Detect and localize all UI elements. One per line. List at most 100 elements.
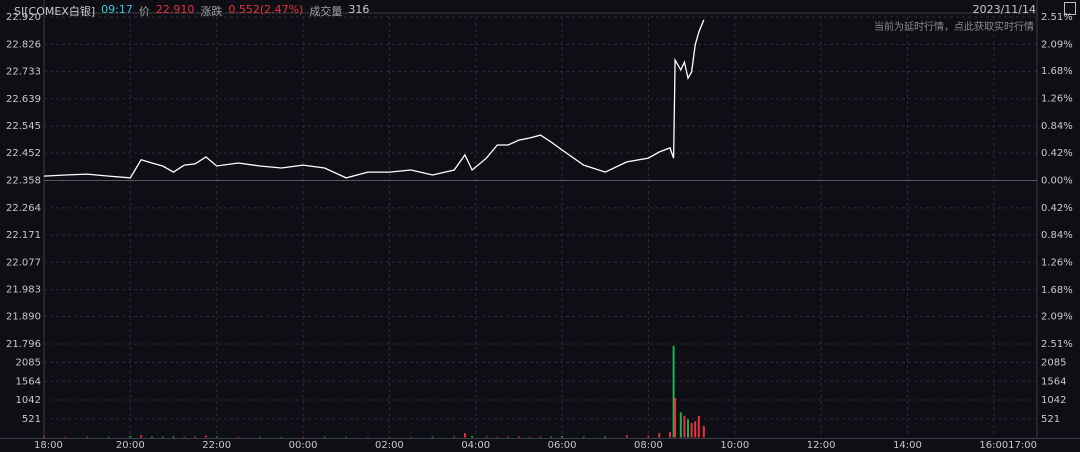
volume-bar: [697, 415, 700, 438]
volume-bar: [194, 436, 197, 438]
y-tick-label: 21.983: [6, 285, 41, 296]
price-line: [43, 19, 705, 179]
volume-bar: [453, 436, 456, 438]
volume-bar: [258, 436, 261, 438]
y2-tick-label: 1.26%: [1041, 258, 1073, 269]
x-tick-label: 08:00: [634, 440, 663, 451]
y2-tick-label: 2.09%: [1041, 312, 1073, 323]
volume-bar: [366, 436, 369, 438]
volume-bar: [517, 436, 520, 438]
y-tick-label: 21.796: [6, 339, 41, 350]
change: 0.552(2.47%): [228, 3, 304, 16]
volume-bar: [690, 423, 693, 438]
y2-tick-label: 1.26%: [1041, 93, 1073, 104]
volume-bar: [86, 436, 89, 438]
volume-bar: [183, 436, 186, 438]
y2-tick-label: 1.68%: [1041, 66, 1073, 77]
volume-bar: [672, 345, 675, 438]
volume-bar: [345, 436, 348, 438]
y-tick-label: 22.264: [6, 203, 41, 214]
y-tick-label: 22.733: [6, 66, 41, 77]
volume-bar: [161, 436, 164, 438]
x-tick-label: 12:00: [807, 440, 836, 451]
change-label: 涨跌: [200, 5, 223, 18]
y2-tick-label: 2.51%: [1041, 12, 1073, 23]
price: 22.910: [155, 3, 195, 16]
volume-tick-label: 521: [1041, 414, 1060, 425]
price-label: 价: [138, 5, 150, 18]
volume-bar: [388, 436, 391, 438]
volume-tick-label: 521: [22, 414, 41, 425]
panel-icon[interactable]: [1064, 2, 1076, 15]
volume-bar: [550, 436, 553, 438]
y2-tick-label: 0.42%: [1041, 203, 1073, 214]
y-tick-label: 22.077: [6, 257, 41, 268]
y-tick-label: 22.171: [6, 230, 41, 241]
volume-bar: [647, 435, 650, 438]
volume-bar: [64, 436, 67, 438]
volume-tick-label: 1564: [16, 376, 41, 387]
volume-bar: [485, 436, 488, 438]
y2-tick-label: 0.42%: [1041, 148, 1073, 159]
volume-bar: [129, 436, 132, 438]
volume-bar: [561, 436, 564, 438]
y-tick-label: 21.890: [6, 312, 41, 323]
volume-bar: [674, 397, 677, 438]
volume-bar: [702, 426, 705, 438]
x-tick-label: 02:00: [375, 440, 404, 451]
volume-bar: [323, 436, 326, 438]
volume-tick-label: 1042: [1041, 395, 1066, 406]
x-tick-label: 10:00: [720, 440, 749, 451]
volume-bar: [215, 436, 218, 438]
y-tick-label: 22.826: [6, 39, 41, 50]
symbol: SI[COMEX白银]: [14, 5, 96, 18]
y-tick-label: 22.358: [6, 176, 41, 187]
volume-bar: [431, 436, 434, 438]
volume-bar: [280, 436, 283, 438]
volume-bar: [204, 435, 207, 438]
y2-tick-label: 0.84%: [1041, 121, 1073, 132]
y-tick-label: 22.639: [6, 94, 41, 105]
notice[interactable]: 当前为延时行情，点此获取实时行情: [874, 22, 1034, 33]
volume: 316: [348, 3, 370, 16]
volume-bar: [669, 432, 672, 438]
y2-tick-label: 2.51%: [1041, 339, 1073, 350]
volume-bar: [471, 436, 474, 438]
x-tick-label: 18:00: [34, 440, 63, 451]
x-tick-label: 06:00: [548, 440, 577, 451]
volume-bar: [107, 436, 110, 438]
volume-label: 成交量: [309, 5, 343, 18]
volume-bar: [625, 435, 628, 438]
x-tick-label: 16:00: [979, 440, 1008, 451]
volume-tick-label: 2085: [1041, 358, 1066, 369]
y2-tick-label: 0.00%: [1041, 176, 1073, 187]
volume-bar: [658, 433, 661, 438]
x-tick-label: 17:00: [1008, 440, 1037, 451]
header: SI[COMEX白银] 09:17 价 22.910 涨跌 0.552(2.47…: [14, 3, 369, 19]
volume-bar: [683, 415, 686, 438]
volume-bar: [694, 421, 697, 438]
volume-tick-label: 1564: [1041, 376, 1066, 387]
volume-bar: [528, 436, 531, 438]
time: 09:17: [101, 3, 133, 16]
volume-bar: [687, 419, 690, 438]
volume-bar: [172, 436, 175, 438]
x-tick-label: 04:00: [461, 440, 490, 451]
volume-bar: [496, 436, 499, 438]
volume-bar: [302, 436, 305, 438]
volume-bar: [150, 436, 153, 438]
x-tick-label: 22:00: [202, 440, 231, 451]
volume-bar: [679, 412, 682, 438]
y2-tick-label: 0.84%: [1041, 230, 1073, 241]
volume-bar: [463, 433, 466, 438]
y2-tick-label: 2.09%: [1041, 39, 1073, 50]
x-tick-label: 00:00: [289, 440, 318, 451]
volume-bar: [582, 436, 585, 438]
x-tick-label: 20:00: [116, 440, 145, 451]
y-tick-label: 22.452: [6, 148, 41, 159]
volume-bar: [507, 436, 510, 438]
date: 2023/11/14: [972, 3, 1036, 16]
y-tick-label: 22.545: [6, 121, 41, 132]
